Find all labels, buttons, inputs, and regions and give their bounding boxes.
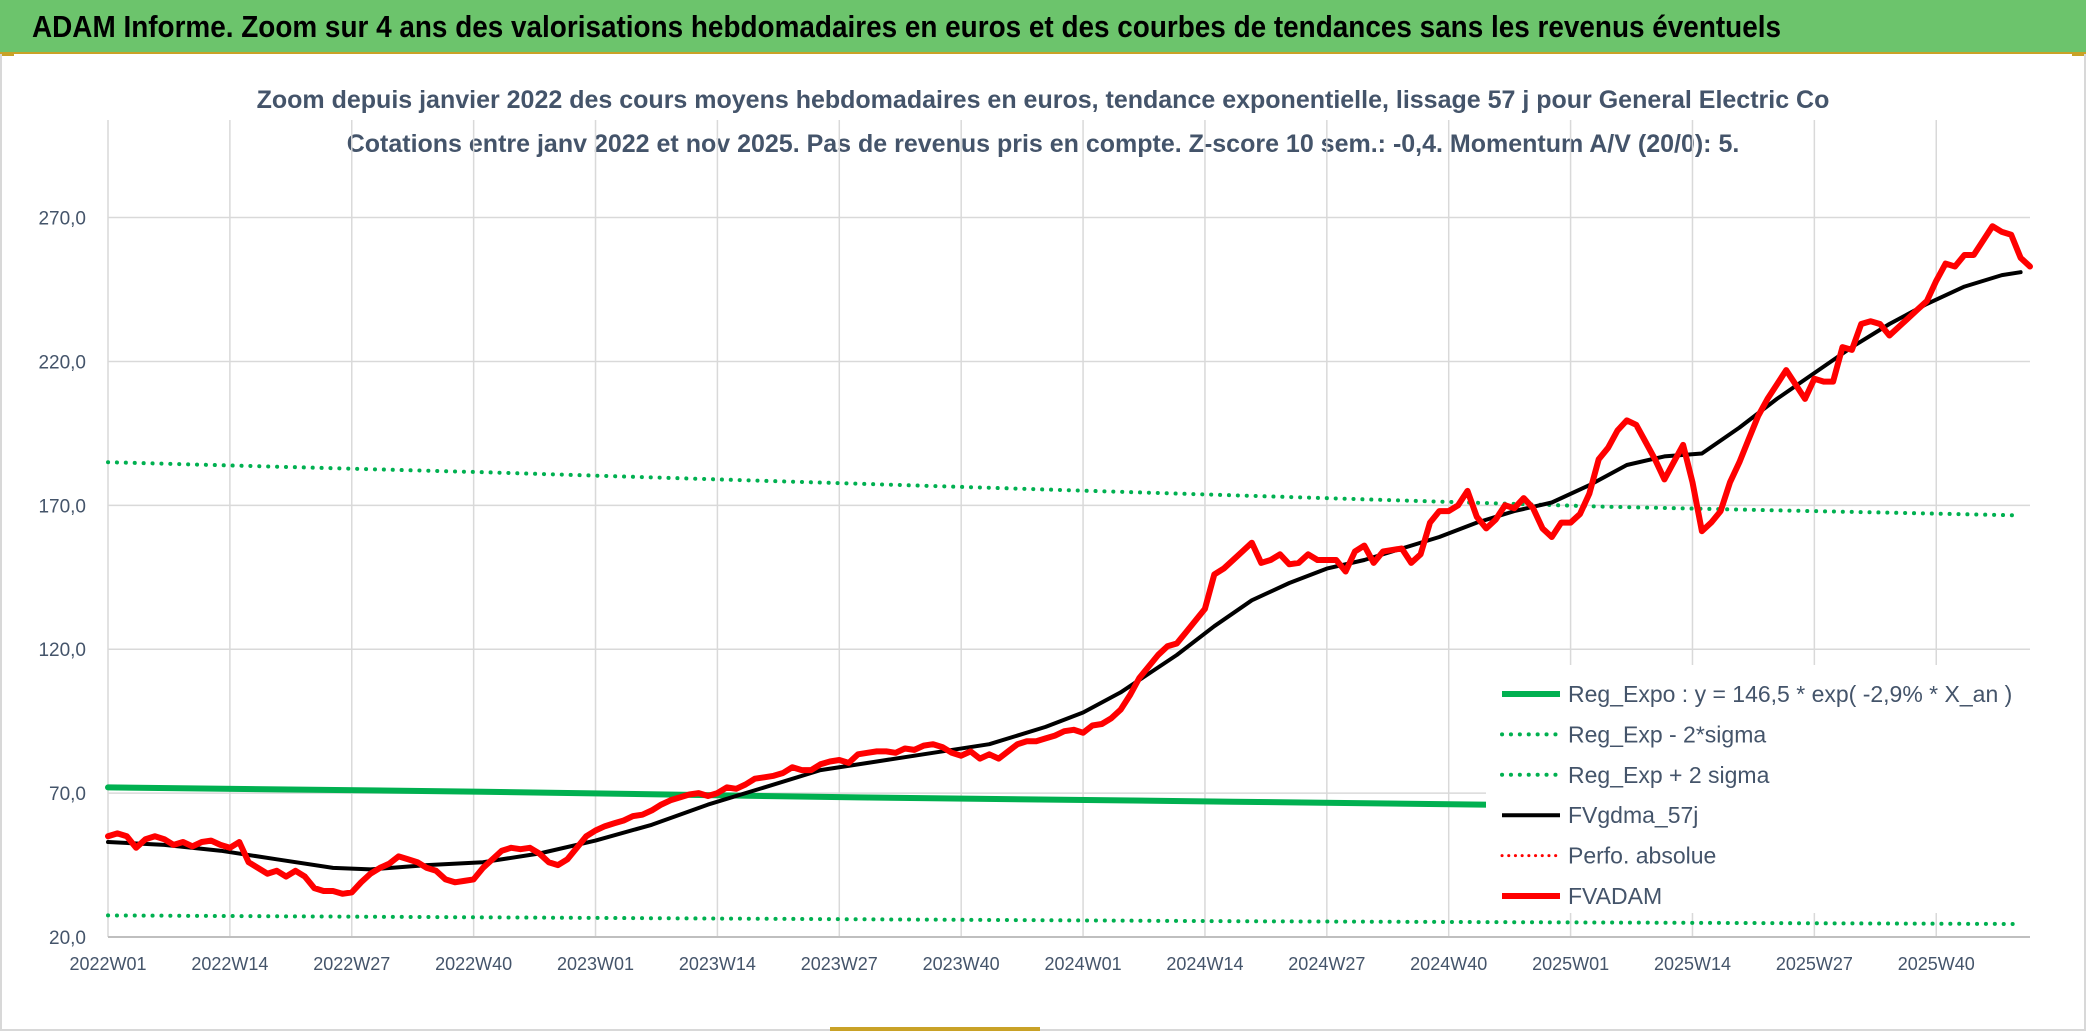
x-tick-label: 2022W40 xyxy=(435,954,512,974)
x-tick-label: 2025W27 xyxy=(1776,954,1853,974)
report-banner: ADAM Informe. Zoom sur 4 ans des valoris… xyxy=(0,0,2086,54)
x-axis: 2022W01 2022W14 2022W27 2022W40 2023W01 2023W… xyxy=(69,954,1974,974)
x-tick-label: 2024W01 xyxy=(1045,954,1122,974)
legend: Reg_Expo : y = 146,5 * exp( -2,9% * X_an… xyxy=(1500,681,2012,909)
series-line-2 xyxy=(106,460,2023,518)
chart-title-line2: Cotations entre janv 2022 et nov 2025. P… xyxy=(347,130,1740,158)
series-line-1 xyxy=(106,913,2023,926)
y-tick-label: 20,0 xyxy=(49,928,86,949)
banner-corner-right xyxy=(2072,52,2086,56)
legend-label-1: Reg_Exp - 2*sigma xyxy=(1568,721,1766,747)
y-tick-label: 120,0 xyxy=(38,640,86,661)
y-tick-label: 70,0 xyxy=(49,784,86,805)
chart-area xyxy=(0,54,2086,1031)
y-axis: 20,0 70,0 120,0 170,0 220,0 270,0 xyxy=(38,209,86,949)
x-tick-label: 2025W40 xyxy=(1898,954,1975,974)
x-tick-label: 2024W40 xyxy=(1410,954,1487,974)
y-tick-label: 220,0 xyxy=(38,352,86,373)
legend-label-3: FVgdma_57j xyxy=(1568,802,1698,828)
x-tick-label: 2022W01 xyxy=(69,954,146,974)
x-tick-label: 2022W27 xyxy=(313,954,390,974)
legend-box xyxy=(1486,665,2046,913)
report-title: ADAM Informe. Zoom sur 4 ans des valoris… xyxy=(32,9,1781,44)
x-tick-label: 2025W14 xyxy=(1654,954,1731,974)
x-tick-label: 2023W40 xyxy=(923,954,1000,974)
x-tick-label: 2022W14 xyxy=(191,954,268,974)
x-tick-label: 2023W14 xyxy=(679,954,756,974)
x-tick-label: 2023W27 xyxy=(801,954,878,974)
legend-label-5: FVADAM xyxy=(1568,883,1662,909)
series-line-5 xyxy=(105,223,2033,897)
chart-title-line1: Zoom depuis janvier 2022 des cours moyen… xyxy=(257,86,1830,114)
bottom-accent xyxy=(830,1027,1040,1031)
x-tick-label: 2025W01 xyxy=(1532,954,1609,974)
legend-label-2: Reg_Exp + 2 sigma xyxy=(1568,762,1770,788)
x-tick-label: 2024W27 xyxy=(1288,954,1365,974)
legend-label-4: Perfo. absolue xyxy=(1568,843,1716,869)
y-tick-label: 170,0 xyxy=(38,496,86,517)
x-tick-label: 2023W01 xyxy=(557,954,634,974)
legend-label-0: Reg_Expo : y = 146,5 * exp( -2,9% * X_an… xyxy=(1568,681,2012,707)
banner-corner-left xyxy=(0,52,14,56)
y-tick-label: 270,0 xyxy=(38,209,86,230)
x-tick-label: 2024W14 xyxy=(1166,954,1243,974)
